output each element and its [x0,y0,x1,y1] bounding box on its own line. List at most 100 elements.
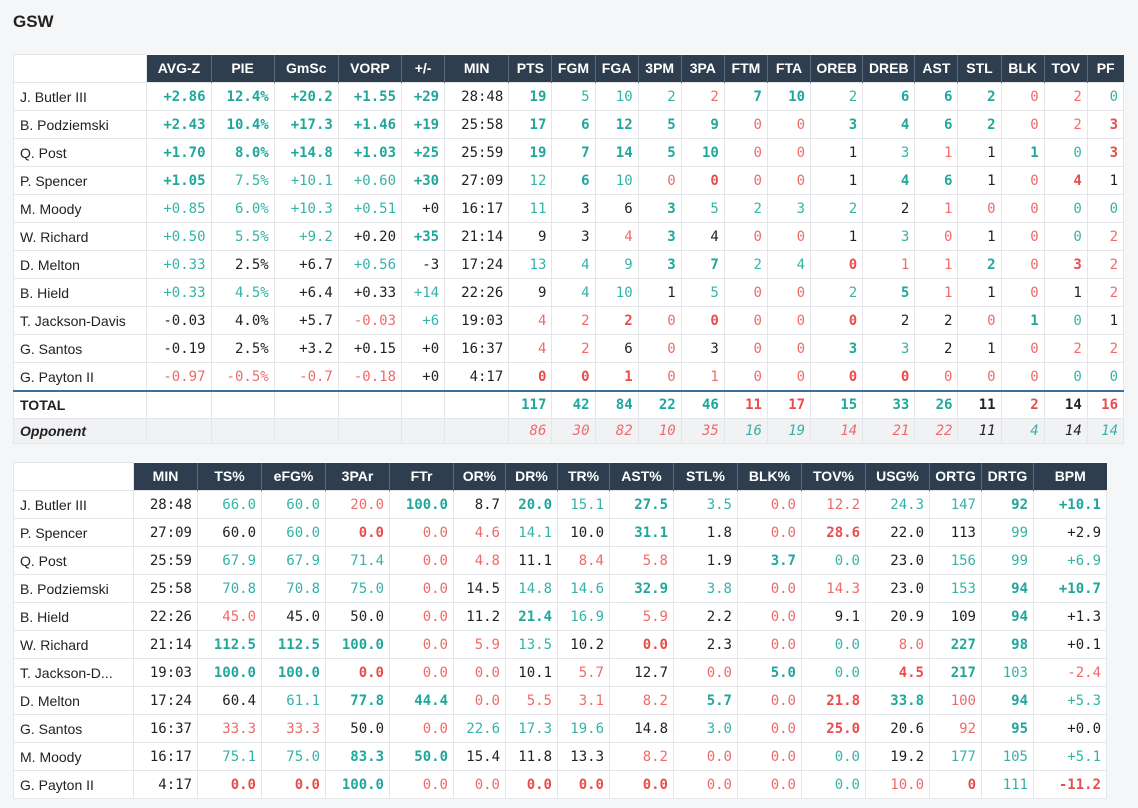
stat-cell-vorp: -0.18 [337,362,403,392]
opponent-cell-3pm: 10 [637,418,682,444]
player-row: Q. Post 25:59 67.9 67.9 71.4 0.0 4.8 11.1 8.4 5.8… [13,546,1107,575]
stat-cell-stl: 0.0 [673,658,738,687]
column-header-bpm: BPM [1033,462,1107,491]
empty-cell [444,390,510,419]
stat-cell-ast: 1 [914,250,959,279]
stat-cell-pie: 4.5% [210,278,275,307]
column-header-stl: STL [957,54,1002,83]
stat-cell-ast: 0.0 [609,770,674,799]
stat-cell-3pm: 2 [637,82,682,111]
stat-cell-dr: 10.1 [505,658,558,687]
stat-cell-drtg: 103 [981,658,1034,687]
stat-cell-oreb: 3 [810,334,864,363]
stat-cell-efg: 75.0 [261,742,326,771]
column-header-efg: eFG% [261,462,326,491]
stat-cell-usg: 23.0 [865,574,930,603]
player-name: J. Butler III [12,82,148,111]
player-row: M. Moody 16:17 75.1 75.0 83.3 50.0 15.4 11.8 13.… [13,742,1107,771]
stat-cell-blk: 0 [1000,334,1045,363]
stat-cell-tr: 13.3 [557,742,610,771]
stat-cell-oreb: 1 [810,166,864,195]
stat-cell-dreb: 4 [862,110,916,139]
stat-cell-oreb: 0 [810,250,864,279]
stat-cell-ftm: 0 [723,138,768,167]
stat-cell-3pa: 3 [680,334,725,363]
player-row: J. Butler III +2.86 12.4% +20.2 +1.55 +29 28:4… [12,82,1125,111]
opponent-cell-stl: 11 [957,418,1002,444]
stat-cell-dr: 20.0 [505,490,558,519]
stat-cell-ast: 6 [914,82,959,111]
opponent-cell-pf: 14 [1086,418,1125,444]
stat-cell-pf: 2 [1086,250,1125,279]
stat-cell-ts: 0.0 [197,770,262,799]
stat-cell-bpm: +1.3 [1033,602,1107,631]
stat-cell-bpm: +2.9 [1033,518,1107,547]
stat-cell-drtg: 94 [981,602,1034,631]
stat-cell-pf: 3 [1086,138,1125,167]
stat-cell-stl: 0.0 [673,770,738,799]
stat-cell-dreb: 6 [862,82,916,111]
empty-cell [401,418,446,444]
stat-cell-blk: 0.0 [737,602,802,631]
stat-cell-tov: 28.6 [801,518,866,547]
stat-cell-gmsc: +6.7 [273,250,339,279]
player-row: B. Podziemski +2.43 10.4% +17.3 +1.46 +19 25:5… [12,110,1125,139]
stat-cell-tov: 2 [1043,334,1088,363]
stat-cell-blk: 1 [1000,306,1045,335]
opponent-label: Opponent [12,418,148,444]
stat-cell-tov: 3 [1043,250,1088,279]
stat-cell-: +0 [401,362,446,392]
stat-cell-vorp: -0.03 [337,306,403,335]
stat-cell-pts: 9 [508,222,553,251]
empty-cell [444,418,510,444]
stat-cell-avg-z: +2.86 [146,82,212,111]
stat-cell-stl: 2.3 [673,630,738,659]
empty-cell [146,418,212,444]
stat-cell-ast: 0 [914,362,959,392]
stat-cell-fgm: 3 [551,222,596,251]
stat-cell-fgm: 2 [551,306,596,335]
stat-cell-dr: 11.1 [505,546,558,575]
stat-cell-bpm: -11.2 [1033,770,1107,799]
stat-cell-3pm: 3 [637,222,682,251]
player-name: P. Spencer [13,518,134,547]
stat-cell-gmsc: +14.8 [273,138,339,167]
stat-cell-pf: 2 [1086,334,1125,363]
player-row: J. Butler III 28:48 66.0 60.0 20.0 100.0 8.7 20… [13,490,1107,519]
column-header-fga: FGA [594,54,639,83]
total-cell-fgm: 42 [551,390,596,419]
opponent-row: Opponent 86 30 82 10 35 16 19 14 21 22 11 4 14 14 [12,418,1125,444]
stat-cell-tov: 0.0 [801,546,866,575]
stat-cell-fga: 10 [594,278,639,307]
stat-cell-blk: 0.0 [737,490,802,519]
stat-cell-pie: 10.4% [210,110,275,139]
stat-cell-ortg: 92 [929,714,982,743]
stat-cell-avg-z: -0.97 [146,362,212,392]
stat-cell-: +6 [401,306,446,335]
stat-cell-tov: 2 [1043,82,1088,111]
empty-cell [146,390,212,419]
stat-cell-ftr: 50.0 [389,742,454,771]
stat-cell-pf: 0 [1086,82,1125,111]
stat-cell-vorp: +1.03 [337,138,403,167]
total-label: TOTAL [12,390,148,419]
player-name: B. Hield [13,602,134,631]
stat-cell-ast: 14.8 [609,714,674,743]
stat-cell-tr: 10.2 [557,630,610,659]
empty-cell [210,390,275,419]
stat-cell-avg-z: -0.03 [146,306,212,335]
stat-cell-avg-z: +0.33 [146,250,212,279]
stat-cell-tov: 2 [1043,110,1088,139]
stat-cell-usg: 20.6 [865,714,930,743]
stat-cell-or: 22.6 [453,714,506,743]
stat-cell-ast: 1 [914,138,959,167]
stat-cell-ts: 100.0 [197,658,262,687]
stat-cell-usg: 8.0 [865,630,930,659]
stat-cell-pts: 4 [508,306,553,335]
stat-cell-drtg: 95 [981,714,1034,743]
stat-cell-fta: 10 [766,82,812,111]
stat-cell-ortg: 217 [929,658,982,687]
stat-cell-usg: 10.0 [865,770,930,799]
stat-cell-: +25 [401,138,446,167]
stat-cell-bpm: +0.0 [1033,714,1107,743]
